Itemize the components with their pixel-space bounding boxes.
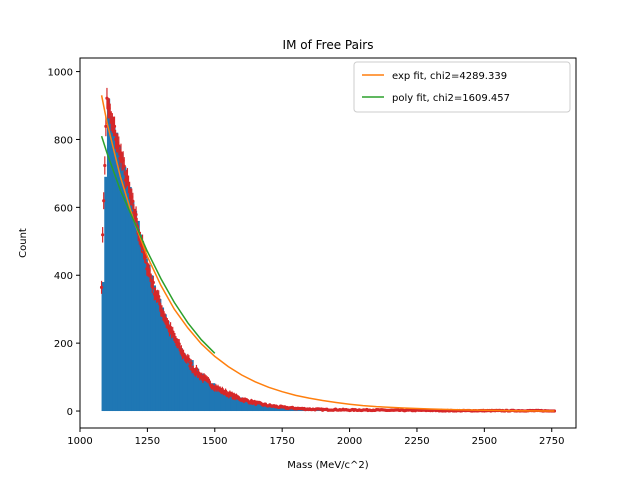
y-tick-label: 1000	[48, 68, 73, 79]
data-point	[157, 295, 160, 298]
x-tick-label: 2000	[337, 436, 362, 447]
legend-exp-label: exp fit, chi2=4289.339	[392, 71, 507, 82]
data-point	[100, 286, 103, 289]
data-point	[195, 367, 198, 370]
x-tick-label: 1000	[67, 436, 92, 447]
legend-poly-label: poly fit, chi2=1609.457	[392, 93, 510, 104]
legend-box	[354, 62, 570, 112]
y-axis-label: Count	[18, 228, 29, 258]
x-tick-label: 1750	[269, 436, 294, 447]
y-tick-label: 200	[54, 339, 73, 350]
y-tick-label: 800	[54, 135, 73, 146]
y-tick-label: 600	[54, 203, 73, 214]
data-point	[152, 281, 155, 284]
y-tick-label: 0	[67, 407, 73, 418]
data-point	[101, 233, 104, 236]
data-point	[131, 200, 134, 203]
data-point	[113, 125, 116, 128]
data-point	[123, 165, 126, 168]
x-tick-label: 2750	[539, 436, 564, 447]
legend: exp fit, chi2=4289.339 poly fit, chi2=16…	[354, 62, 570, 112]
data-point	[134, 213, 137, 216]
x-tick-label: 2500	[472, 436, 497, 447]
data-point	[224, 390, 227, 393]
data-point	[103, 164, 106, 167]
data-point	[117, 144, 120, 147]
data-point	[178, 342, 181, 345]
x-axis-label: Mass (MeV/c^2)	[287, 460, 368, 471]
x-tick-label: 1250	[135, 436, 160, 447]
y-tick-label: 400	[54, 271, 73, 282]
data-point	[102, 199, 105, 202]
data-point	[189, 362, 192, 365]
x-tick-label: 2250	[404, 436, 429, 447]
x-tick-label: 1500	[202, 436, 227, 447]
data-point	[187, 358, 190, 361]
chart-title: IM of Free Pairs	[283, 38, 374, 52]
